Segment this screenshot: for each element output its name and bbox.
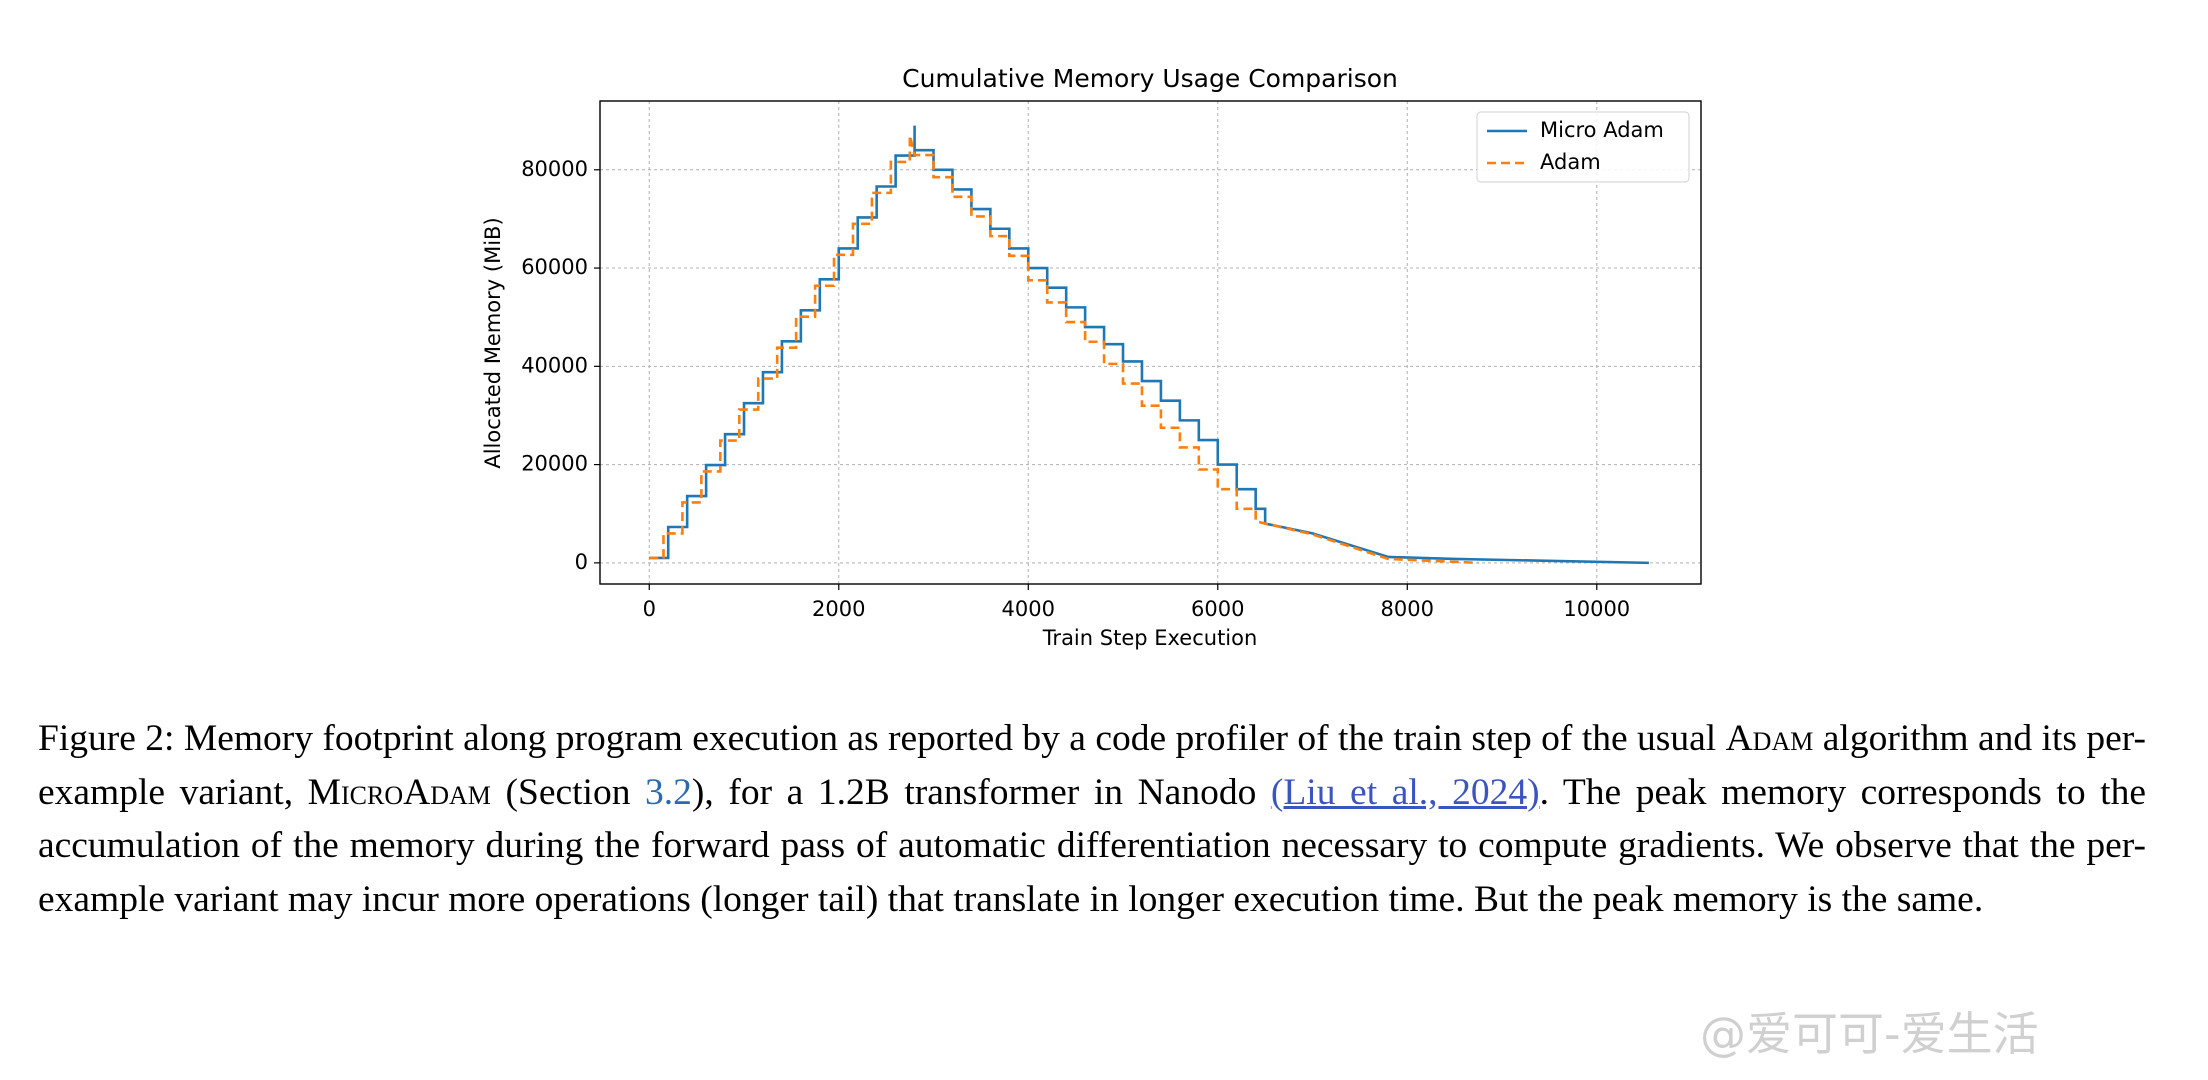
x-axis-label: Train Step Execution	[1042, 626, 1258, 650]
caption-text: ), for a 1.2B transformer in Nanodo	[691, 771, 1271, 813]
data-line	[649, 125, 1649, 565]
citation-link[interactable]: (Liu et al., 2024)	[1270, 771, 1540, 813]
x-tick-label: 4000	[1002, 597, 1055, 621]
figure-caption: Figure 2: Memory footprint along program…	[38, 712, 2146, 926]
x-tick-label: 6000	[1191, 597, 1244, 621]
caption-text: algorithm and its per-example variant,	[38, 718, 2146, 813]
legend-box	[1476, 111, 1690, 183]
chart: Cumulative Memory Usage Comparison Train…	[481, 64, 1702, 650]
y-tick-label: 40000	[521, 353, 588, 377]
x-tick-label: 2000	[812, 597, 865, 621]
caption-text: Adam	[1725, 718, 1814, 759]
x-tick-label: 8000	[1381, 597, 1434, 621]
legend-label: Micro Adam	[1540, 118, 1664, 142]
x-tick-label: 0	[643, 597, 656, 621]
section-link[interactable]: 3.2	[645, 771, 692, 813]
y-tick-label: 60000	[521, 255, 588, 279]
watermark: @爱可可-爱生活	[1700, 1007, 2039, 1061]
caption-text: Figure 2: Memory footprint along program…	[38, 718, 1726, 759]
plot-frame	[599, 100, 1702, 585]
caption-text: . The peak memory corresponds to the acc…	[38, 771, 2146, 920]
legend-label: Adam	[1540, 150, 1601, 174]
y-tick-label: 0	[575, 550, 588, 574]
data-line	[649, 135, 1479, 565]
y-axis-label: Allocated Memory (MiB)	[481, 217, 505, 468]
x-tick-label: 10000	[1563, 597, 1630, 621]
chart-title: Cumulative Memory Usage Comparison	[902, 64, 1398, 93]
y-tick-label: 20000	[521, 452, 588, 476]
caption-text: MicroAdam	[307, 771, 491, 813]
y-tick-label: 80000	[521, 157, 588, 181]
caption-text: (Section	[490, 771, 646, 813]
